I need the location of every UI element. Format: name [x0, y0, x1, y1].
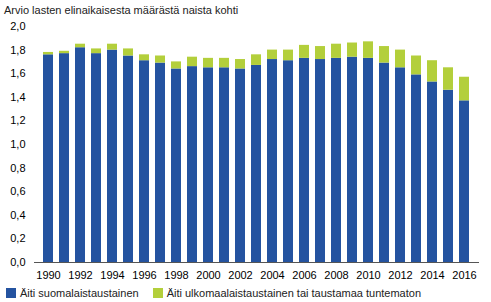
svg-text:1994: 1994	[100, 269, 124, 281]
svg-text:2014: 2014	[420, 269, 444, 281]
html-text:Äiti suomalaistaustainen: Äiti suomalaistaustainen	[20, 287, 139, 299]
svg-text:0,0: 0,0	[10, 256, 25, 268]
svg-text:2004: 2004	[260, 269, 284, 281]
svg-text:1,0: 1,0	[10, 138, 25, 150]
svg-text:0,2: 0,2	[10, 232, 25, 244]
svg-text:0,4: 0,4	[10, 209, 25, 221]
html-text:Arvio lasten elinaikaisesta mä: Arvio lasten elinaikaisesta määrästä nai…	[4, 4, 239, 16]
svg-text:1,4: 1,4	[10, 91, 25, 103]
svg-text:2000: 2000	[196, 269, 220, 281]
svg-text:2006: 2006	[292, 269, 316, 281]
svg-text:1996: 1996	[132, 269, 156, 281]
svg-text:0,8: 0,8	[10, 162, 25, 174]
svg-text:1998: 1998	[164, 269, 188, 281]
svg-text:2008: 2008	[324, 269, 348, 281]
svg-text:2012: 2012	[388, 269, 412, 281]
svg-text:1,6: 1,6	[10, 67, 25, 79]
svg-text:2,0: 2,0	[10, 20, 25, 32]
svg-text:2002: 2002	[228, 269, 252, 281]
svg-text:2016: 2016	[452, 269, 476, 281]
svg-text:1,2: 1,2	[10, 114, 25, 126]
svg-text:0,6: 0,6	[10, 185, 25, 197]
svg-text:1990: 1990	[36, 269, 60, 281]
svg-text:1,8: 1,8	[10, 44, 25, 56]
html-text:Äiti ulkomaalaistaustainen tai: Äiti ulkomaalaistaustainen tai taustamaa…	[166, 287, 421, 299]
svg-text:1992: 1992	[68, 269, 92, 281]
svg-text:2010: 2010	[356, 269, 380, 281]
